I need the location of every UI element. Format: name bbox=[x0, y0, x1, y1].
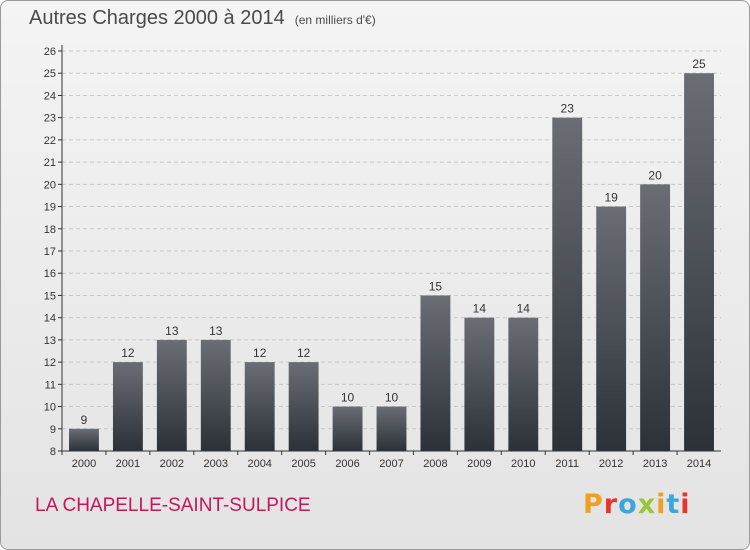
bar-value-label: 12 bbox=[297, 346, 311, 360]
bar-value-label: 20 bbox=[648, 168, 662, 182]
chart-title-text: Autres Charges 2000 à 2014 bbox=[29, 7, 285, 29]
y-tick-label: 8 bbox=[50, 446, 56, 458]
brand-letter: P bbox=[583, 489, 604, 520]
x-tick-label: 2003 bbox=[204, 458, 228, 470]
bar bbox=[244, 362, 275, 451]
bar-value-label: 14 bbox=[473, 302, 487, 316]
brand-letter: i bbox=[680, 489, 691, 520]
y-tick-label: 14 bbox=[44, 313, 56, 325]
brand-letter: x bbox=[637, 489, 657, 520]
y-tick-label: 18 bbox=[44, 224, 56, 236]
y-tick-label: 26 bbox=[44, 46, 56, 58]
x-tick-label: 2004 bbox=[247, 458, 271, 470]
bar bbox=[332, 406, 363, 451]
bar-value-label: 19 bbox=[604, 191, 618, 205]
bar bbox=[508, 317, 539, 451]
bar bbox=[112, 362, 143, 451]
city-name: LA CHAPELLE-SAINT-SULPICE bbox=[35, 495, 311, 516]
y-tick-label: 11 bbox=[45, 379, 56, 391]
bar-value-label: 12 bbox=[253, 346, 267, 360]
bar-value-label: 14 bbox=[517, 302, 531, 316]
bar bbox=[552, 117, 583, 452]
y-tick-label: 15 bbox=[44, 290, 56, 302]
y-tick-label: 12 bbox=[44, 357, 56, 369]
bar-value-label: 10 bbox=[341, 391, 355, 405]
y-tick-label: 17 bbox=[44, 246, 56, 258]
x-tick-label: 2005 bbox=[291, 458, 315, 470]
bar bbox=[684, 73, 714, 451]
bar-value-label: 23 bbox=[561, 102, 575, 116]
bars: 9 12 13 13 12 12 10 10 15 14 14 23 19 20 25 bbox=[69, 57, 714, 452]
y-tick-label: 22 bbox=[44, 135, 56, 147]
x-tick-label: 2007 bbox=[379, 458, 403, 470]
y-tick-label: 10 bbox=[44, 402, 56, 414]
bar-value-label: 12 bbox=[121, 346, 135, 360]
bar-value-label: 15 bbox=[429, 279, 443, 293]
x-tick-label: 2014 bbox=[687, 458, 711, 470]
y-tick-label: 19 bbox=[44, 202, 56, 214]
axes: 8 9 10 11 12 13 14 15 16 17 18 19 20 21 22 23 24 25 26 2000… bbox=[44, 45, 721, 470]
x-tick-label: 2002 bbox=[160, 458, 184, 470]
brand-letter: r bbox=[603, 489, 619, 520]
brand-logo: Proxiti bbox=[583, 489, 691, 520]
bar bbox=[596, 206, 627, 451]
bar-value-label: 25 bbox=[692, 57, 706, 71]
y-tick-label: 13 bbox=[44, 335, 56, 347]
bar-value-label: 13 bbox=[209, 324, 223, 338]
x-tick-label: 2013 bbox=[643, 458, 667, 470]
bar bbox=[69, 428, 99, 451]
y-tick-label: 25 bbox=[44, 68, 56, 80]
bar bbox=[376, 406, 407, 451]
bar bbox=[420, 295, 451, 451]
brand-letter: i bbox=[656, 489, 667, 520]
bar-value-label: 10 bbox=[385, 391, 399, 405]
x-tick-label: 2009 bbox=[467, 458, 491, 470]
bar bbox=[288, 362, 319, 451]
y-tick-label: 24 bbox=[44, 90, 56, 102]
bar bbox=[200, 339, 231, 451]
bar bbox=[156, 339, 187, 451]
x-tick-label: 2001 bbox=[116, 458, 140, 470]
x-tick-label: 2011 bbox=[555, 458, 579, 470]
x-tick-label: 2006 bbox=[335, 458, 359, 470]
chart-title: Autres Charges 2000 à 2014 (en milliers d… bbox=[29, 7, 376, 30]
brand-letter: o bbox=[618, 489, 638, 520]
y-tick-label: 23 bbox=[44, 113, 56, 125]
bar bbox=[640, 184, 671, 452]
y-tick-label: 21 bbox=[44, 157, 56, 169]
x-tick-label: 2000 bbox=[72, 458, 96, 470]
y-tick-label: 9 bbox=[50, 424, 56, 436]
brand-letter: t bbox=[666, 489, 681, 520]
y-tick-label: 20 bbox=[44, 179, 56, 191]
bar-value-label: 9 bbox=[81, 413, 88, 427]
y-tick-label: 16 bbox=[44, 268, 56, 280]
x-tick-label: 2008 bbox=[423, 458, 447, 470]
bar-value-label: 13 bbox=[165, 324, 179, 338]
x-tick-label: 2010 bbox=[511, 458, 535, 470]
chart-subtitle: (en milliers d'€) bbox=[294, 13, 376, 27]
x-tick-label: 2012 bbox=[599, 458, 623, 470]
bar bbox=[464, 317, 495, 451]
